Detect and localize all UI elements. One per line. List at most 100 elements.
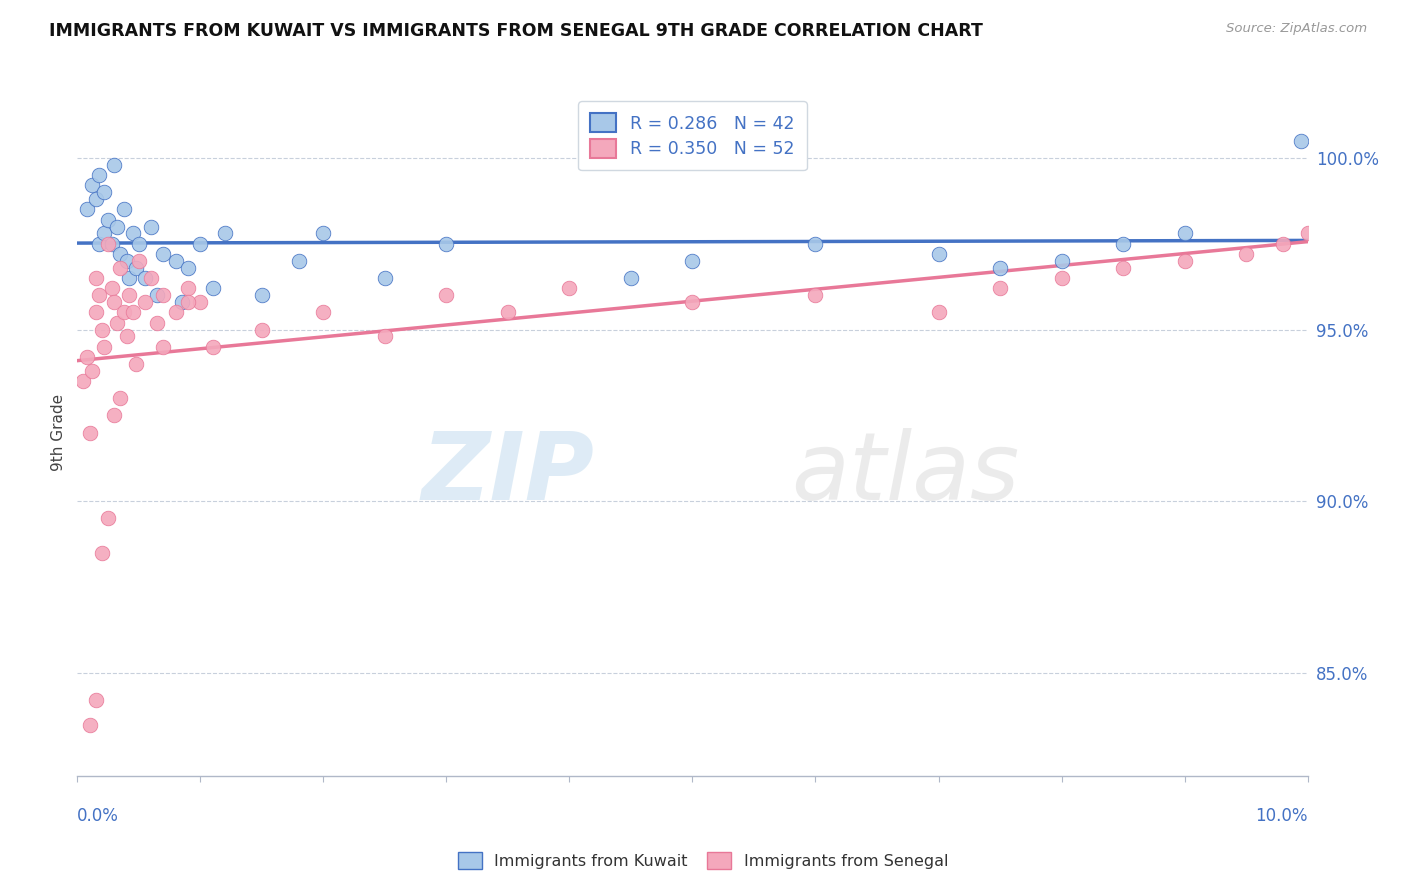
Point [82, 364, 104, 378]
Point [79, 425, 101, 440]
Point [125, 357, 148, 371]
Point [101, 281, 124, 295]
Point [988, 260, 1011, 275]
Legend: R = 0.286   N = 42, R = 0.350   N = 52: R = 0.286 N = 42, R = 0.350 N = 52 [578, 102, 807, 170]
Point [804, 236, 827, 251]
Point [201, 340, 224, 354]
Text: Source: ZipAtlas.com: Source: ZipAtlas.com [1226, 22, 1367, 36]
Point [188, 236, 212, 251]
Point [79, 717, 101, 731]
Point [103, 295, 125, 310]
Point [121, 227, 143, 241]
Point [89, 168, 111, 182]
Point [90, 322, 114, 336]
Point [84, 271, 107, 285]
Point [93, 227, 115, 241]
Point [128, 253, 150, 268]
Point [141, 219, 163, 234]
Point [165, 253, 187, 268]
Point [250, 322, 273, 336]
Text: atlas: atlas [792, 428, 1019, 519]
Point [312, 305, 335, 319]
Point [374, 271, 396, 285]
Point [97, 212, 120, 227]
Point [1050, 253, 1073, 268]
Point [214, 227, 236, 241]
Point [177, 281, 200, 295]
Point [1296, 227, 1319, 241]
Point [82, 178, 104, 193]
Point [288, 253, 311, 268]
Point [1234, 247, 1257, 261]
Point [152, 247, 174, 261]
Point [988, 281, 1011, 295]
Point [103, 158, 125, 172]
Point [76, 202, 98, 217]
Text: 10.0%: 10.0% [1256, 806, 1308, 824]
Point [76, 350, 98, 364]
Point [682, 295, 704, 310]
Text: IMMIGRANTS FROM KUWAIT VS IMMIGRANTS FROM SENEGAL 9TH GRADE CORRELATION CHART: IMMIGRANTS FROM KUWAIT VS IMMIGRANTS FRO… [49, 22, 983, 40]
Point [110, 391, 132, 405]
Point [93, 340, 115, 354]
Point [72, 374, 94, 388]
Point [177, 260, 200, 275]
Point [374, 329, 396, 343]
Point [93, 185, 115, 199]
Point [103, 409, 125, 423]
Point [112, 305, 135, 319]
Point [118, 271, 141, 285]
Point [1174, 253, 1197, 268]
Point [558, 281, 581, 295]
Point [84, 192, 107, 206]
Point [110, 260, 132, 275]
Point [1112, 236, 1135, 251]
Point [121, 305, 143, 319]
Point [928, 247, 950, 261]
Point [146, 288, 169, 302]
Point [112, 202, 135, 217]
Point [105, 219, 128, 234]
Point [134, 295, 156, 310]
Point [97, 236, 120, 251]
Point [105, 316, 128, 330]
Point [682, 253, 704, 268]
Point [177, 295, 200, 310]
Point [84, 305, 107, 319]
Point [90, 546, 114, 560]
Point [110, 247, 132, 261]
Point [312, 227, 335, 241]
Text: 0.0%: 0.0% [77, 806, 120, 824]
Point [1174, 227, 1197, 241]
Point [89, 288, 111, 302]
Point [84, 693, 107, 707]
Point [152, 288, 174, 302]
Y-axis label: 9th Grade: 9th Grade [51, 394, 66, 471]
Point [1112, 260, 1135, 275]
Legend: Immigrants from Kuwait, Immigrants from Senegal: Immigrants from Kuwait, Immigrants from … [451, 846, 955, 875]
Point [101, 236, 124, 251]
Point [89, 236, 111, 251]
Point [436, 236, 458, 251]
Point [115, 329, 138, 343]
Point [496, 305, 519, 319]
Point [125, 260, 148, 275]
Point [141, 271, 163, 285]
Point [134, 271, 156, 285]
Point [188, 295, 212, 310]
Point [250, 288, 273, 302]
Point [152, 340, 174, 354]
Point [1272, 236, 1295, 251]
Point [804, 288, 827, 302]
Point [170, 295, 193, 310]
Point [1050, 271, 1073, 285]
Point [115, 253, 138, 268]
Point [146, 316, 169, 330]
Point [201, 281, 224, 295]
Text: ZIP: ZIP [422, 428, 595, 520]
Point [118, 288, 141, 302]
Point [620, 271, 643, 285]
Point [97, 511, 120, 525]
Point [165, 305, 187, 319]
Point [128, 236, 150, 251]
